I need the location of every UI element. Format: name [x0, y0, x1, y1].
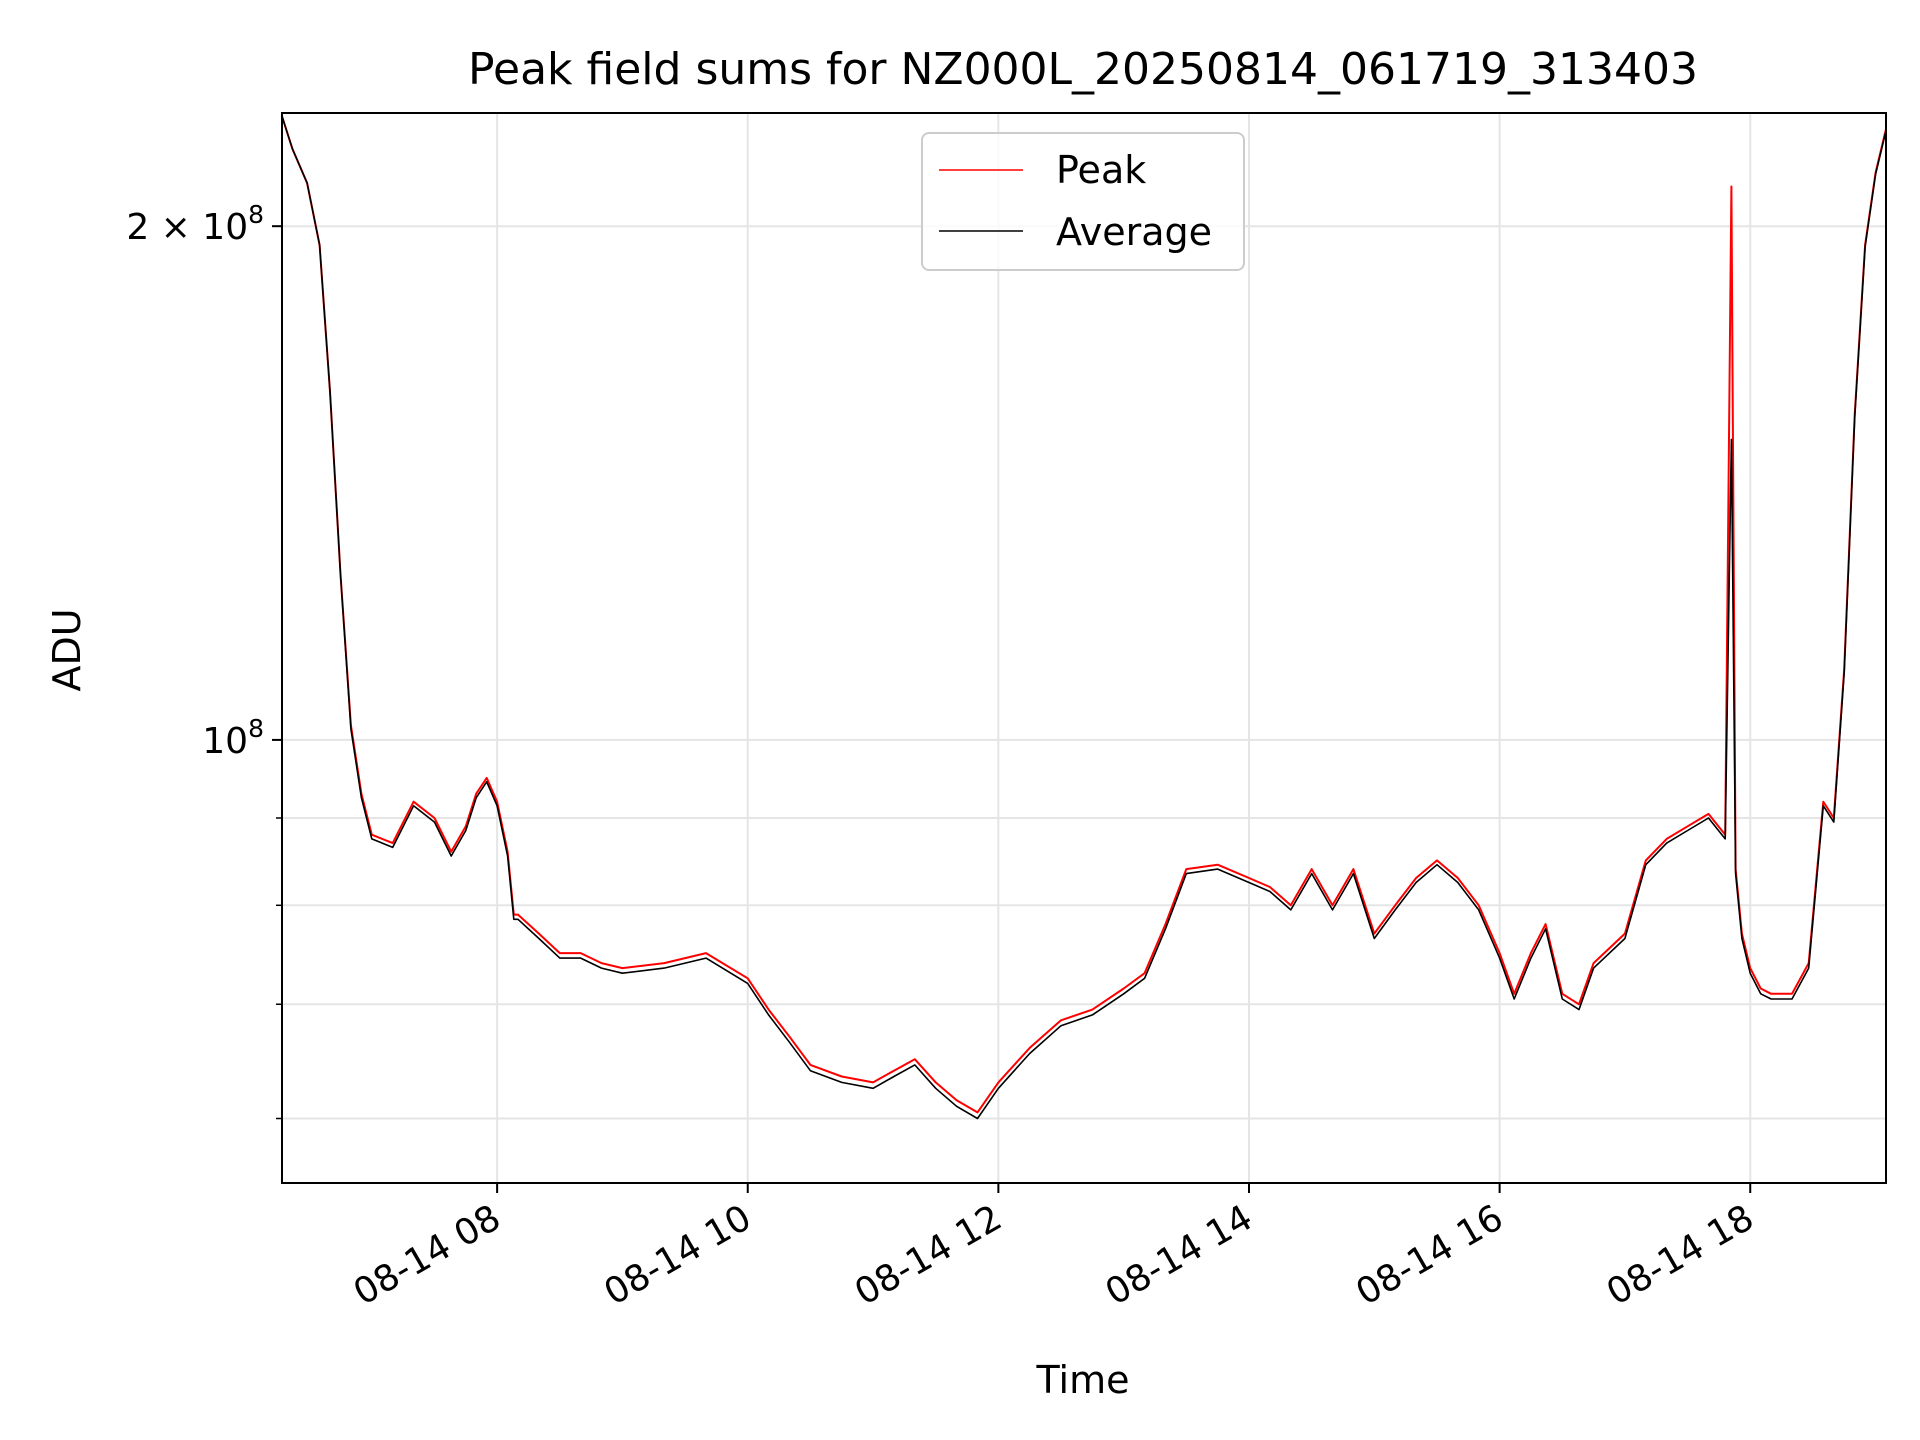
- grid-lines: [282, 113, 1886, 1183]
- series-lines: [281, 115, 1887, 1120]
- legend-label-peak: Peak: [1056, 148, 1146, 192]
- series-line-peak: [281, 115, 1887, 1114]
- plot-frame: [281, 112, 1887, 1184]
- series-line-average: [281, 115, 1887, 1120]
- y-tick-label: 108: [202, 714, 264, 762]
- y-tick-label: 2 × 108: [126, 200, 264, 248]
- chart-title: Peak field sums for NZ000L_20250814_0617…: [468, 44, 1698, 95]
- x-axis-label: Time: [1036, 1358, 1130, 1402]
- y-axis-label: ADU: [45, 608, 89, 691]
- legend: Peak Average: [921, 132, 1245, 271]
- legend-box: [921, 132, 1245, 271]
- legend-label-average: Average: [1056, 210, 1212, 254]
